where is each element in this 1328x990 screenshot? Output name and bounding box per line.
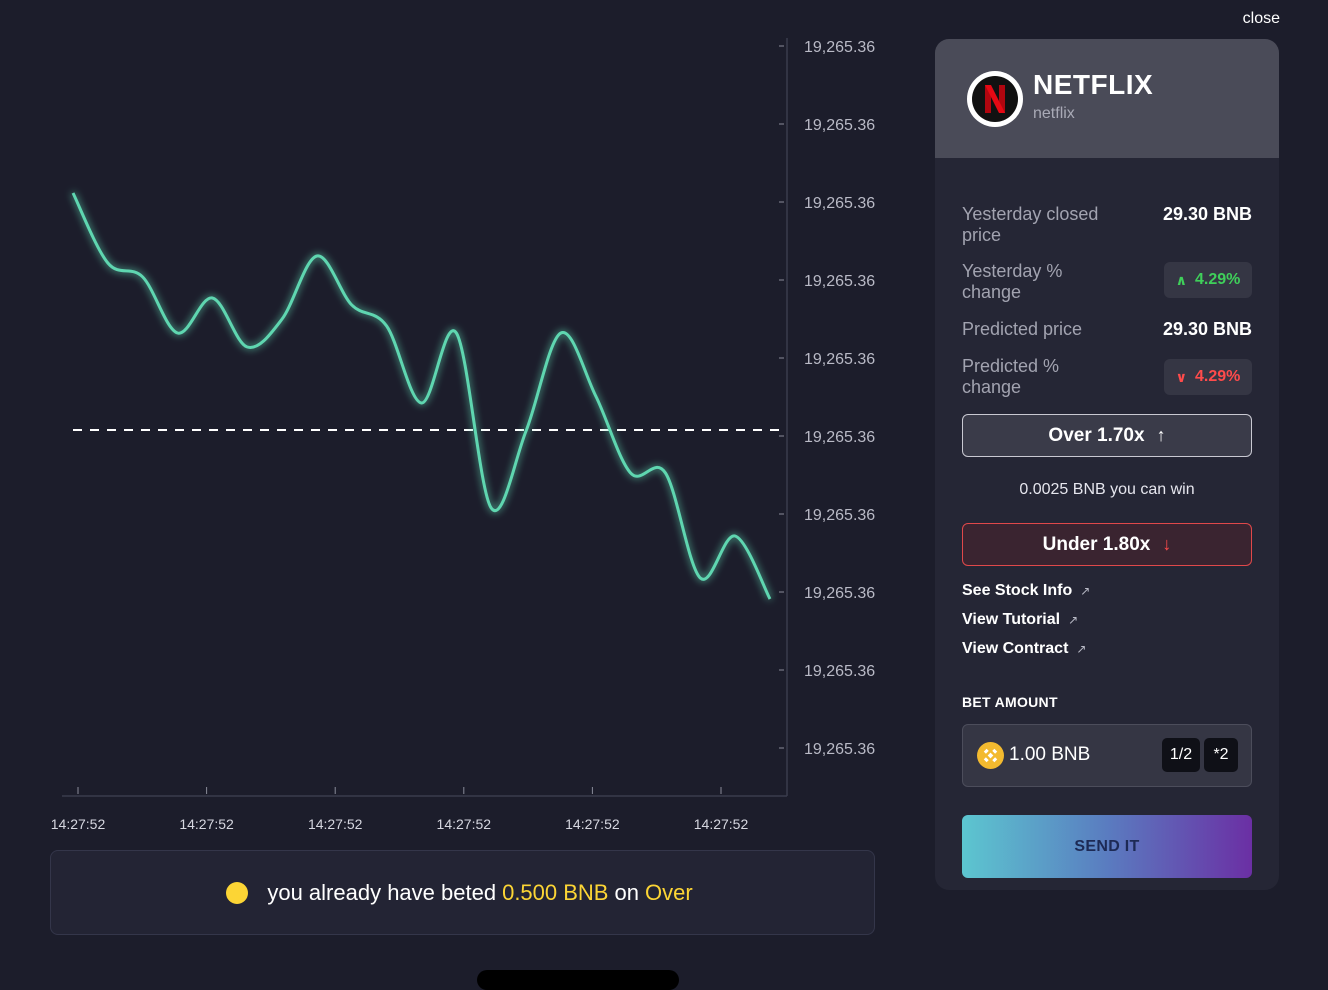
bet-panel: NETFLIX netflix Yesterday closed price 2… <box>935 39 1279 890</box>
y-axis-ticks: 19,265.36 19,265.36 19,265.36 19,265.36 19,2… <box>779 39 875 758</box>
send-it-button[interactable]: SEND IT <box>962 815 1252 878</box>
panel-header: NETFLIX netflix <box>935 39 1279 158</box>
over-button[interactable]: Over 1.70x ↑ <box>962 414 1252 457</box>
row-yesterday-change: Yesterday % change ∧ 4.29% <box>962 261 1252 305</box>
y-tick-label: 19,265.36 <box>804 663 875 680</box>
x-tick-label: 14:27:52 <box>179 816 234 832</box>
y-tick-label: 19,265.36 <box>804 39 875 56</box>
external-link-icon: ↗ <box>1080 584 1091 598</box>
existing-bet-banner: you already have beted 0.500 BNB on Over <box>50 850 875 935</box>
chevron-up-icon: ∧ <box>1175 271 1187 288</box>
predicted-price-value: 29.30 BNB <box>1162 319 1252 339</box>
predicted-change-badge: ∨ 4.29% <box>1164 359 1252 395</box>
x-axis-ticks: 14:27:52 14:27:52 14:27:52 14:27:52 14:27:52… <box>51 787 749 832</box>
y-tick-label: 19,265.36 <box>804 429 875 446</box>
netflix-logo-icon <box>967 71 1023 127</box>
x-tick-label: 14:27:52 <box>694 816 749 832</box>
under-button[interactable]: Under 1.80x ↓ <box>962 523 1252 566</box>
y-tick-label: 19,265.36 <box>804 195 875 212</box>
over-button-label: Over 1.70x <box>1048 424 1145 446</box>
view-tutorial-link[interactable]: View Tutorial ↗ <box>962 611 1078 629</box>
price-chart: 19,265.36 19,265.36 19,265.36 19,265.36 19,2… <box>51 38 875 832</box>
predicted-change-value: 4.29% <box>1195 368 1241 385</box>
netflix-n-glyph <box>985 85 1005 113</box>
x-tick-label: 14:27:52 <box>308 816 363 832</box>
x-tick-label: 14:27:52 <box>437 816 492 832</box>
arrow-up-icon: ↑ <box>1156 425 1166 445</box>
external-link-icon: ↗ <box>1068 613 1079 627</box>
y-tick-label: 19,265.36 <box>804 507 875 524</box>
y-tick-label: 19,265.36 <box>804 585 875 602</box>
yesterday-change-label: Yesterday % change <box>962 261 1063 302</box>
row-predicted-price: Predicted price 29.30 BNB <box>962 319 1252 343</box>
y-tick-label: 19,265.36 <box>804 741 875 758</box>
bet-info-amount: 0.500 BNB <box>502 879 609 905</box>
bet-info-side: Over <box>644 879 693 905</box>
bet-info-middle: on <box>614 879 639 905</box>
yesterday-change-value: 4.29% <box>1195 271 1241 288</box>
brand-subtitle: netflix <box>1033 105 1075 122</box>
close-button[interactable]: close <box>1242 10 1280 27</box>
x-tick-label: 14:27:52 <box>565 816 620 832</box>
under-button-label: Under 1.80x <box>1042 533 1151 555</box>
series-line <box>71 192 772 600</box>
yesterday-change-badge: ∧ 4.29% <box>1164 262 1252 298</box>
potential-win-text: 0.0025 BNB you can win <box>1019 481 1195 498</box>
view-contract-link[interactable]: View Contract ↗ <box>962 640 1086 658</box>
bet-amount-label: BET AMOUNT <box>962 694 1058 710</box>
x-tick-label: 14:27:52 <box>51 816 106 832</box>
bnb-coin-icon <box>977 742 1004 769</box>
yellow-dot-icon <box>226 881 249 904</box>
brand-name: NETFLIX <box>1033 69 1154 100</box>
chevron-down-icon: ∨ <box>1175 368 1187 385</box>
row-yesterday-closed: Yesterday closed price 29.30 BNB <box>962 204 1252 248</box>
row-predicted-change: Predicted % change ∨ 4.29% <box>962 356 1252 400</box>
bet-info-prefix: you already have beted <box>267 879 497 905</box>
double-amount-button[interactable]: *2 <box>1204 738 1238 772</box>
bet-amount-field[interactable]: 1.00 BNB 1/2 *2 <box>962 724 1252 787</box>
yesterday-closed-value: 29.30 BNB <box>1162 204 1252 224</box>
view-tutorial-label: View Tutorial <box>962 611 1061 628</box>
see-stock-info-label: See Stock Info <box>962 582 1073 599</box>
yesterday-closed-label: Yesterday closed price <box>962 204 1099 245</box>
y-tick-label: 19,265.36 <box>804 117 875 134</box>
external-link-icon: ↗ <box>1076 642 1087 656</box>
y-tick-label: 19,265.36 <box>804 351 875 368</box>
bet-amount-value: 1.00 BNB <box>1009 744 1091 765</box>
see-stock-info-link[interactable]: See Stock Info ↗ <box>962 582 1090 600</box>
arrow-down-icon: ↓ <box>1162 534 1172 554</box>
chart-axes <box>62 38 788 797</box>
half-amount-button[interactable]: 1/2 <box>1162 738 1200 772</box>
view-contract-label: View Contract <box>962 640 1069 657</box>
predicted-change-label: Predicted % change <box>962 356 1060 397</box>
y-tick-label: 19,265.36 <box>804 273 875 290</box>
predicted-price-label: Predicted price <box>962 319 1083 339</box>
home-indicator <box>477 970 679 990</box>
